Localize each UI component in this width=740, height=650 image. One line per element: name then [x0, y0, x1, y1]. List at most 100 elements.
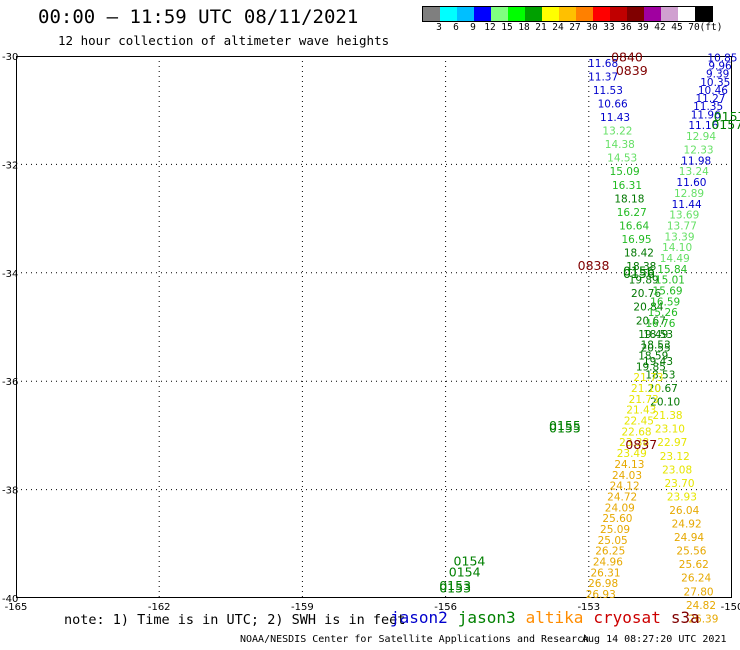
swh-value-label: 24.09 — [605, 502, 635, 514]
swh-value-label: 19.89 — [629, 275, 659, 287]
swh-value-label: 11.27 — [695, 93, 725, 105]
swh-value-label: 23.93 — [667, 491, 697, 503]
swh-value-label: 24.92 — [672, 519, 702, 531]
swh-value-label: 22.97 — [657, 437, 687, 449]
y-tick-label: -34 — [2, 269, 18, 280]
swh-value-label: 18.53 — [641, 340, 671, 352]
color-scale-label: 3 — [436, 22, 442, 33]
legend-entry: altika — [525, 608, 584, 627]
swh-value-label: 12.33 — [684, 145, 714, 157]
swh-value-label: 26.39 — [688, 613, 718, 625]
color-swatch — [559, 7, 576, 21]
color-swatch — [508, 7, 525, 21]
legend-entry: s3a — [670, 608, 700, 627]
swh-value-label: 15.01 — [655, 275, 685, 287]
swh-value-label: 15.09 — [610, 166, 640, 178]
pass-time-label: 0155 — [549, 421, 581, 436]
swh-value-label: 26.04 — [669, 505, 699, 517]
color-swatch — [610, 7, 627, 21]
color-scale-label: 36 — [620, 22, 632, 33]
x-tick-label: -159 — [291, 602, 314, 613]
color-scale-labels: 3 6 9 12 15 18 21 24 27 30 33 36 39 42 45 70 (ft) — [422, 22, 732, 36]
color-scale-label: 70 — [688, 22, 700, 33]
swh-value-label: 18.59 — [638, 351, 668, 363]
swh-value-label: 11.98 — [681, 155, 711, 167]
swh-value-label: 13.69 — [669, 210, 699, 222]
color-swatch — [474, 7, 491, 21]
swh-value-label: 16.76 — [645, 318, 675, 330]
color-swatch — [695, 7, 712, 21]
swh-value-label: 23.08 — [662, 464, 692, 476]
pass-time-label: 0154 — [449, 564, 481, 579]
pass-time-label: 0156 — [623, 266, 655, 281]
swh-value-label: 10.35 — [700, 77, 730, 89]
swh-value-label: 23.70 — [664, 478, 694, 490]
swh-value-label: 12.89 — [674, 188, 704, 200]
swh-value-label: 26.24 — [681, 573, 711, 585]
color-swatch — [678, 7, 695, 21]
color-swatch — [627, 7, 644, 21]
swh-value-label: 18.53 — [645, 369, 675, 381]
pass-time-label: 0157 — [711, 117, 740, 132]
swh-value-label: 25.09 — [600, 524, 630, 536]
swh-value-label: 15.84 — [657, 264, 687, 276]
swh-value-label: 14.10 — [662, 242, 692, 254]
pass-time-label: 0153 — [439, 578, 471, 593]
swh-value-label: 20.55 — [641, 342, 671, 354]
swh-value-label: 14.49 — [660, 253, 690, 265]
color-scale-label: 33 — [603, 22, 615, 33]
swh-value-label: 11.37 — [588, 71, 618, 83]
swh-value-label: 24.03 — [612, 470, 642, 482]
color-scale-label: 27 — [569, 22, 581, 33]
swh-value-label: 26.93 — [586, 589, 616, 601]
swh-value-label: 25.56 — [676, 546, 706, 558]
generated-timestamp: Aug 14 08:27:20 UTC 2021 — [582, 634, 727, 645]
swh-value-label: 16.31 — [612, 180, 642, 192]
color-scale-label: 39 — [637, 22, 649, 33]
x-tick-label: -153 — [577, 602, 600, 613]
swh-value-label: 18.38 — [626, 261, 656, 273]
color-swatch — [423, 7, 440, 21]
swh-value-label: 11.43 — [600, 112, 630, 124]
y-tick-label: -40 — [2, 594, 18, 605]
swh-value-label: 12.94 — [686, 131, 716, 143]
swh-value-label: 20.10 — [650, 397, 680, 409]
swh-value-label: 16.95 — [622, 234, 652, 246]
color-scale-label: (ft) — [699, 22, 723, 33]
swh-value-label: 11.35 — [693, 101, 723, 113]
credit-text: NOAA/NESDIS Center for Satellite Applica… — [240, 634, 590, 645]
pass-time-label: 0837 — [625, 437, 657, 452]
x-tick-label: -156 — [434, 602, 457, 613]
swh-value-label: 13.39 — [664, 231, 694, 243]
pass-time-label: 0154 — [454, 553, 486, 568]
swh-value-label: 26.25 — [595, 546, 625, 558]
swh-value-label: 11.53 — [593, 85, 623, 97]
swh-value-label: 20.76 — [631, 288, 661, 300]
color-scale-label: 30 — [586, 22, 598, 33]
color-scale-label: 24 — [552, 22, 564, 33]
y-tick-label: -36 — [2, 377, 18, 388]
y-tick-label: -38 — [2, 486, 18, 497]
swh-value-label: 13.24 — [679, 166, 709, 178]
swh-value-label: 25.62 — [679, 559, 709, 571]
swh-value-label: 11.44 — [672, 199, 702, 211]
swh-value-label: 21.10 — [631, 383, 661, 395]
pass-time-label: 0157 — [714, 109, 740, 124]
swh-value-label: 24.94 — [674, 532, 704, 544]
swh-value-label: 13.22 — [602, 126, 632, 138]
swh-value-label: 21.43 — [626, 405, 656, 417]
pass-time-label: 0153 — [439, 581, 471, 596]
color-scale-label: 18 — [518, 22, 530, 33]
color-swatch — [593, 7, 610, 21]
color-swatch — [644, 7, 661, 21]
swh-value-label: 10.46 — [698, 85, 728, 97]
pass-time-label: 0838 — [578, 258, 610, 273]
swh-value-label: 16.64 — [619, 220, 649, 232]
swh-value-label: 22.45 — [624, 416, 654, 428]
legend-entry: jason3 — [457, 608, 516, 627]
x-tick-label: -165 — [5, 602, 28, 613]
swh-value-label: 18.18 — [614, 193, 644, 205]
pass-time-label: 0839 — [616, 63, 648, 78]
swh-value-label: 16.27 — [617, 207, 647, 219]
swh-value-label: 27.80 — [684, 586, 714, 598]
